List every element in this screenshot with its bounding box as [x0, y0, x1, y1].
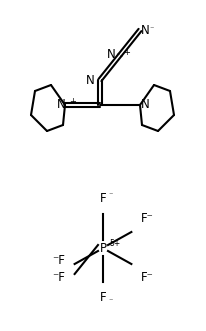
Text: F⁻: F⁻ — [141, 212, 153, 225]
Text: F: F — [99, 291, 106, 304]
Text: 5+: 5+ — [109, 239, 120, 248]
Text: +: + — [122, 48, 129, 57]
Text: N: N — [107, 48, 115, 61]
Text: ⁻: ⁻ — [148, 24, 153, 33]
Text: ⁻: ⁻ — [108, 296, 112, 305]
Text: +: + — [69, 97, 76, 106]
Text: F: F — [99, 192, 106, 205]
Text: P: P — [99, 242, 106, 255]
Text: N: N — [140, 24, 149, 36]
Text: N: N — [86, 73, 95, 86]
Text: ⁻F: ⁻F — [52, 254, 64, 267]
Text: N: N — [140, 98, 149, 111]
Text: ⁻: ⁻ — [108, 190, 112, 199]
Text: F⁻: F⁻ — [141, 271, 153, 284]
Text: ⁻F: ⁻F — [52, 271, 64, 284]
Text: N: N — [57, 98, 66, 111]
